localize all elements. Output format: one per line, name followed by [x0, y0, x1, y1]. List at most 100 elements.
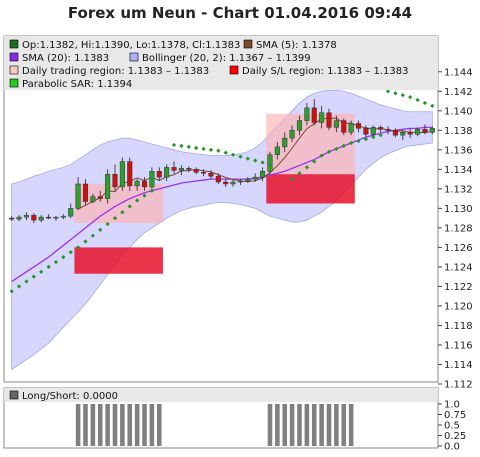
candle-body [60, 215, 66, 218]
candle-body [46, 216, 52, 219]
sar-dot [112, 215, 118, 221]
y-tick-label: 1.132 [444, 184, 473, 195]
sar-dot [312, 159, 317, 164]
lower-y-tick-label: 0.75 [444, 410, 466, 421]
candle-body [223, 181, 229, 185]
legend-swatch-longshort [9, 390, 19, 400]
longshort-bar [83, 404, 88, 446]
candle-body [82, 183, 89, 202]
sar-dot [289, 176, 295, 182]
sar-dot [105, 221, 110, 227]
main-legend-box [4, 36, 438, 90]
chart-title: Forex um Neun - Chart 01.04.2016 09:44 [68, 4, 412, 22]
candle-body [319, 112, 325, 123]
candle-body [127, 161, 133, 187]
sar-dot [90, 233, 95, 238]
main-plot-area [9, 89, 435, 371]
longshort-bar [97, 404, 103, 446]
sl-region-0 [74, 247, 163, 274]
candle-body [252, 176, 258, 180]
candle-body [230, 181, 236, 185]
sar-dot [179, 143, 184, 149]
legend-sl-region: Daily S/L region: 1.1383 – 1.1383 [242, 66, 408, 77]
longshort-bar [304, 404, 310, 446]
longshort-bar [134, 404, 140, 446]
sar-dot [378, 133, 383, 138]
candle-body [385, 129, 391, 131]
longshort-bar [90, 404, 96, 446]
sar-dot [371, 135, 376, 140]
candle-body [355, 123, 362, 129]
y-tick-label: 1.136 [444, 145, 473, 156]
candle-body [260, 171, 266, 178]
y-tick-label: 1.120 [444, 301, 473, 312]
legend-bollinger: Bollinger (20, 2): 1.1367 – 1.1399 [142, 53, 311, 64]
sar-dot [127, 204, 132, 209]
sma20-line [11, 126, 433, 283]
candle-body [296, 120, 303, 131]
longshort-bar [267, 404, 273, 446]
candle-body [97, 196, 103, 199]
longshort-bar [334, 404, 339, 446]
candle-body [141, 180, 148, 188]
sar-dot [208, 147, 214, 152]
lower-y-axis: 1.00.750.50.250.0 [438, 400, 466, 453]
candle-body [429, 128, 435, 133]
sar-dot [304, 165, 309, 170]
sar-dot [171, 142, 177, 148]
sar-dot [83, 239, 88, 244]
sar-dot [223, 150, 228, 155]
longshort-bar [142, 404, 147, 446]
candle-body [90, 196, 96, 202]
y-tick-label: 1.142 [444, 87, 473, 98]
sl-region-1 [266, 174, 355, 204]
candle-body [341, 120, 347, 133]
longshort-bar [326, 404, 332, 446]
sar-dot [260, 160, 265, 165]
candle-body [304, 107, 310, 121]
longshort-bar [341, 404, 347, 446]
sar-dot [135, 198, 140, 203]
longshort-bar [105, 404, 110, 446]
sar-dot [201, 146, 206, 151]
candle-body [363, 128, 369, 135]
y-tick-label: 1.138 [444, 126, 473, 137]
sar-dot [341, 143, 346, 149]
y-tick-label: 1.122 [444, 282, 473, 293]
candle-body [237, 180, 243, 183]
longshort-bar [149, 404, 155, 446]
legend-swatch-sl-region [229, 65, 239, 75]
candle-body [215, 175, 221, 183]
main-legend: Op:1.1382, Hi:1.1390, Lo:1.1378, Cl:1.13… [9, 39, 408, 90]
candle-body [75, 183, 81, 209]
longshort-bar [120, 404, 125, 446]
candle-body [348, 123, 354, 133]
legend-sma5: SMA (5): 1.1378 [256, 40, 337, 51]
sar-dot [349, 140, 354, 146]
sar-dot [120, 210, 125, 215]
lower-y-tick-label: 1.0 [444, 400, 460, 411]
candle-body [282, 137, 288, 148]
y-tick-label: 1.128 [444, 223, 473, 234]
y-tick-label: 1.130 [444, 204, 473, 215]
candle-body [38, 216, 44, 221]
legend-swatch-ohlc [9, 39, 19, 49]
candle-body [193, 169, 199, 173]
longshort-bar [348, 404, 354, 446]
candle-body [274, 146, 280, 155]
longshort-bar [289, 404, 295, 446]
sar-dot [142, 193, 147, 198]
sar-dot [319, 153, 324, 158]
candle-body [392, 130, 398, 136]
candle-body [400, 132, 406, 136]
y-tick-label: 1.118 [444, 321, 473, 332]
candle-body [9, 217, 15, 220]
y-tick-label: 1.144 [444, 67, 473, 78]
candle-body [23, 214, 29, 218]
legend-swatch-sma5 [243, 39, 253, 49]
sar-dot [98, 227, 103, 232]
longshort-bar [282, 404, 288, 446]
legend-trading-region: Daily trading region: 1.1383 – 1.1383 [22, 66, 209, 77]
main-y-axis: 1.144 1.142 1.140 1.138 1.136 1.134 1.132 1.130… [438, 67, 473, 391]
